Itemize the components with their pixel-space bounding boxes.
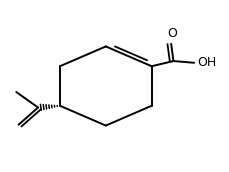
Text: OH: OH	[196, 56, 215, 69]
Text: O: O	[167, 27, 177, 40]
